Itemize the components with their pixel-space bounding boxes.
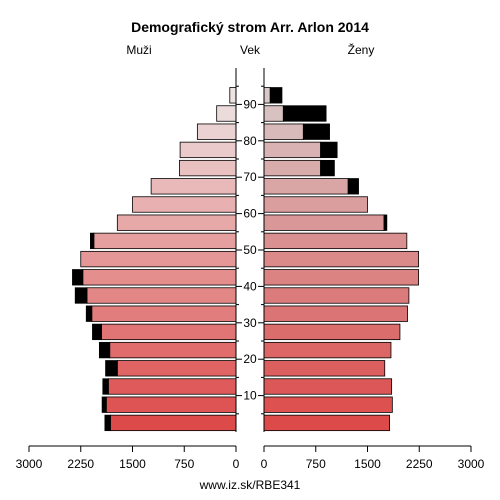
x-tick-label-right: 3000 xyxy=(458,457,485,471)
x-tick-label-right: 2250 xyxy=(406,457,433,471)
female-bar-0-4 xyxy=(263,414,390,432)
male-bar-35-39 xyxy=(86,287,237,304)
male-bar-55-59 xyxy=(116,214,237,231)
age-tick-label: 80 xyxy=(243,134,257,148)
male-bar-65-69 xyxy=(150,178,237,195)
female-bar-25-29 xyxy=(263,323,401,341)
female-excess-55-59 xyxy=(383,214,388,231)
female-bar-85-89 xyxy=(263,105,284,122)
female-bar-90+ xyxy=(263,87,271,104)
female-bar-10-14 xyxy=(263,378,393,395)
female-excess-85-89 xyxy=(282,105,327,122)
male-excess-15-19 xyxy=(105,360,118,377)
age-tick-label: 90 xyxy=(243,97,257,111)
male-bar-80-84 xyxy=(196,123,237,140)
chart-title: Demografický strom Arr. Arlon 2014 xyxy=(131,19,369,35)
male-bar-90+ xyxy=(229,87,237,104)
male-excess-40-44 xyxy=(72,269,84,286)
age-tick-label: 60 xyxy=(243,207,257,221)
x-tick-label-left: 1500 xyxy=(119,457,146,471)
male-bar-40-44 xyxy=(82,269,237,286)
left-label: Muži xyxy=(126,43,151,57)
female-bars xyxy=(263,87,419,432)
female-bar-30-34 xyxy=(263,305,408,322)
age-tick-label: 10 xyxy=(243,389,257,403)
male-excess-10-14 xyxy=(102,378,109,395)
male-excess-5-9 xyxy=(101,396,107,413)
male-bar-85-89 xyxy=(216,105,237,122)
x-tick-label-left: 750 xyxy=(174,457,194,471)
female-bar-5-9 xyxy=(263,396,393,413)
female-bar-55-59 xyxy=(263,214,385,231)
female-bar-15-19 xyxy=(263,360,386,377)
male-excess-50-54 xyxy=(90,232,95,250)
female-bar-80-84 xyxy=(263,123,304,140)
female-bar-50-54 xyxy=(263,232,408,250)
male-excess-0-4 xyxy=(104,414,111,432)
male-excess-25-29 xyxy=(92,323,102,341)
female-bar-60-64 xyxy=(263,196,368,213)
age-tick-label: 40 xyxy=(243,279,257,293)
male-excess-30-34 xyxy=(85,305,93,322)
x-tick-label-left: 3000 xyxy=(16,457,43,471)
male-excess-20-24 xyxy=(98,341,111,359)
male-bar-5-9 xyxy=(105,396,237,413)
x-axis-right: 0 750 1500 2250 3000 xyxy=(261,445,485,471)
male-bars xyxy=(72,87,237,432)
footer-text: www.iz.sk/RBE341 xyxy=(199,478,301,492)
male-bar-25-29 xyxy=(101,323,237,341)
female-excess-65-69 xyxy=(347,178,359,195)
age-tick-label: 20 xyxy=(243,352,257,366)
male-bar-45-49 xyxy=(80,250,237,268)
female-bar-40-44 xyxy=(263,269,419,286)
x-tick-label-right: 1500 xyxy=(354,457,381,471)
x-tick-label-left: 2250 xyxy=(67,457,94,471)
male-bar-70-74 xyxy=(179,159,237,177)
male-bar-50-54 xyxy=(93,232,237,250)
age-tick-label: 70 xyxy=(243,170,257,184)
female-bar-20-24 xyxy=(263,341,392,359)
female-excess-80-84 xyxy=(302,123,330,140)
male-bar-15-19 xyxy=(116,360,237,377)
age-tick-label: 30 xyxy=(243,316,257,330)
female-bar-70-74 xyxy=(263,159,321,177)
x-tick-label-right: 0 xyxy=(261,457,268,471)
female-bar-65-69 xyxy=(263,178,349,195)
right-label: Ženy xyxy=(348,42,375,57)
x-tick-label-left: 0 xyxy=(233,457,240,471)
age-axis: 10 20 30 40 50 60 70 80 90 xyxy=(235,68,265,432)
female-bar-45-49 xyxy=(263,250,419,268)
age-tick-label: 50 xyxy=(243,243,257,257)
female-bar-35-39 xyxy=(263,287,410,304)
male-bar-0-4 xyxy=(110,414,237,432)
male-bar-20-24 xyxy=(109,341,237,359)
female-excess-90+ xyxy=(269,87,283,104)
female-bar-75-79 xyxy=(263,141,321,159)
male-excess-35-39 xyxy=(74,287,88,304)
female-excess-70-74 xyxy=(320,159,335,177)
male-bar-30-34 xyxy=(91,305,237,322)
x-axis-left: 3000 2250 1500 750 0 xyxy=(16,445,240,471)
female-excess-75-79 xyxy=(320,141,338,159)
x-tick-label-right: 750 xyxy=(306,457,326,471)
male-bar-10-14 xyxy=(107,378,237,395)
center-label: Vek xyxy=(240,43,261,57)
male-bar-60-64 xyxy=(132,196,237,213)
male-bar-75-79 xyxy=(179,141,237,159)
